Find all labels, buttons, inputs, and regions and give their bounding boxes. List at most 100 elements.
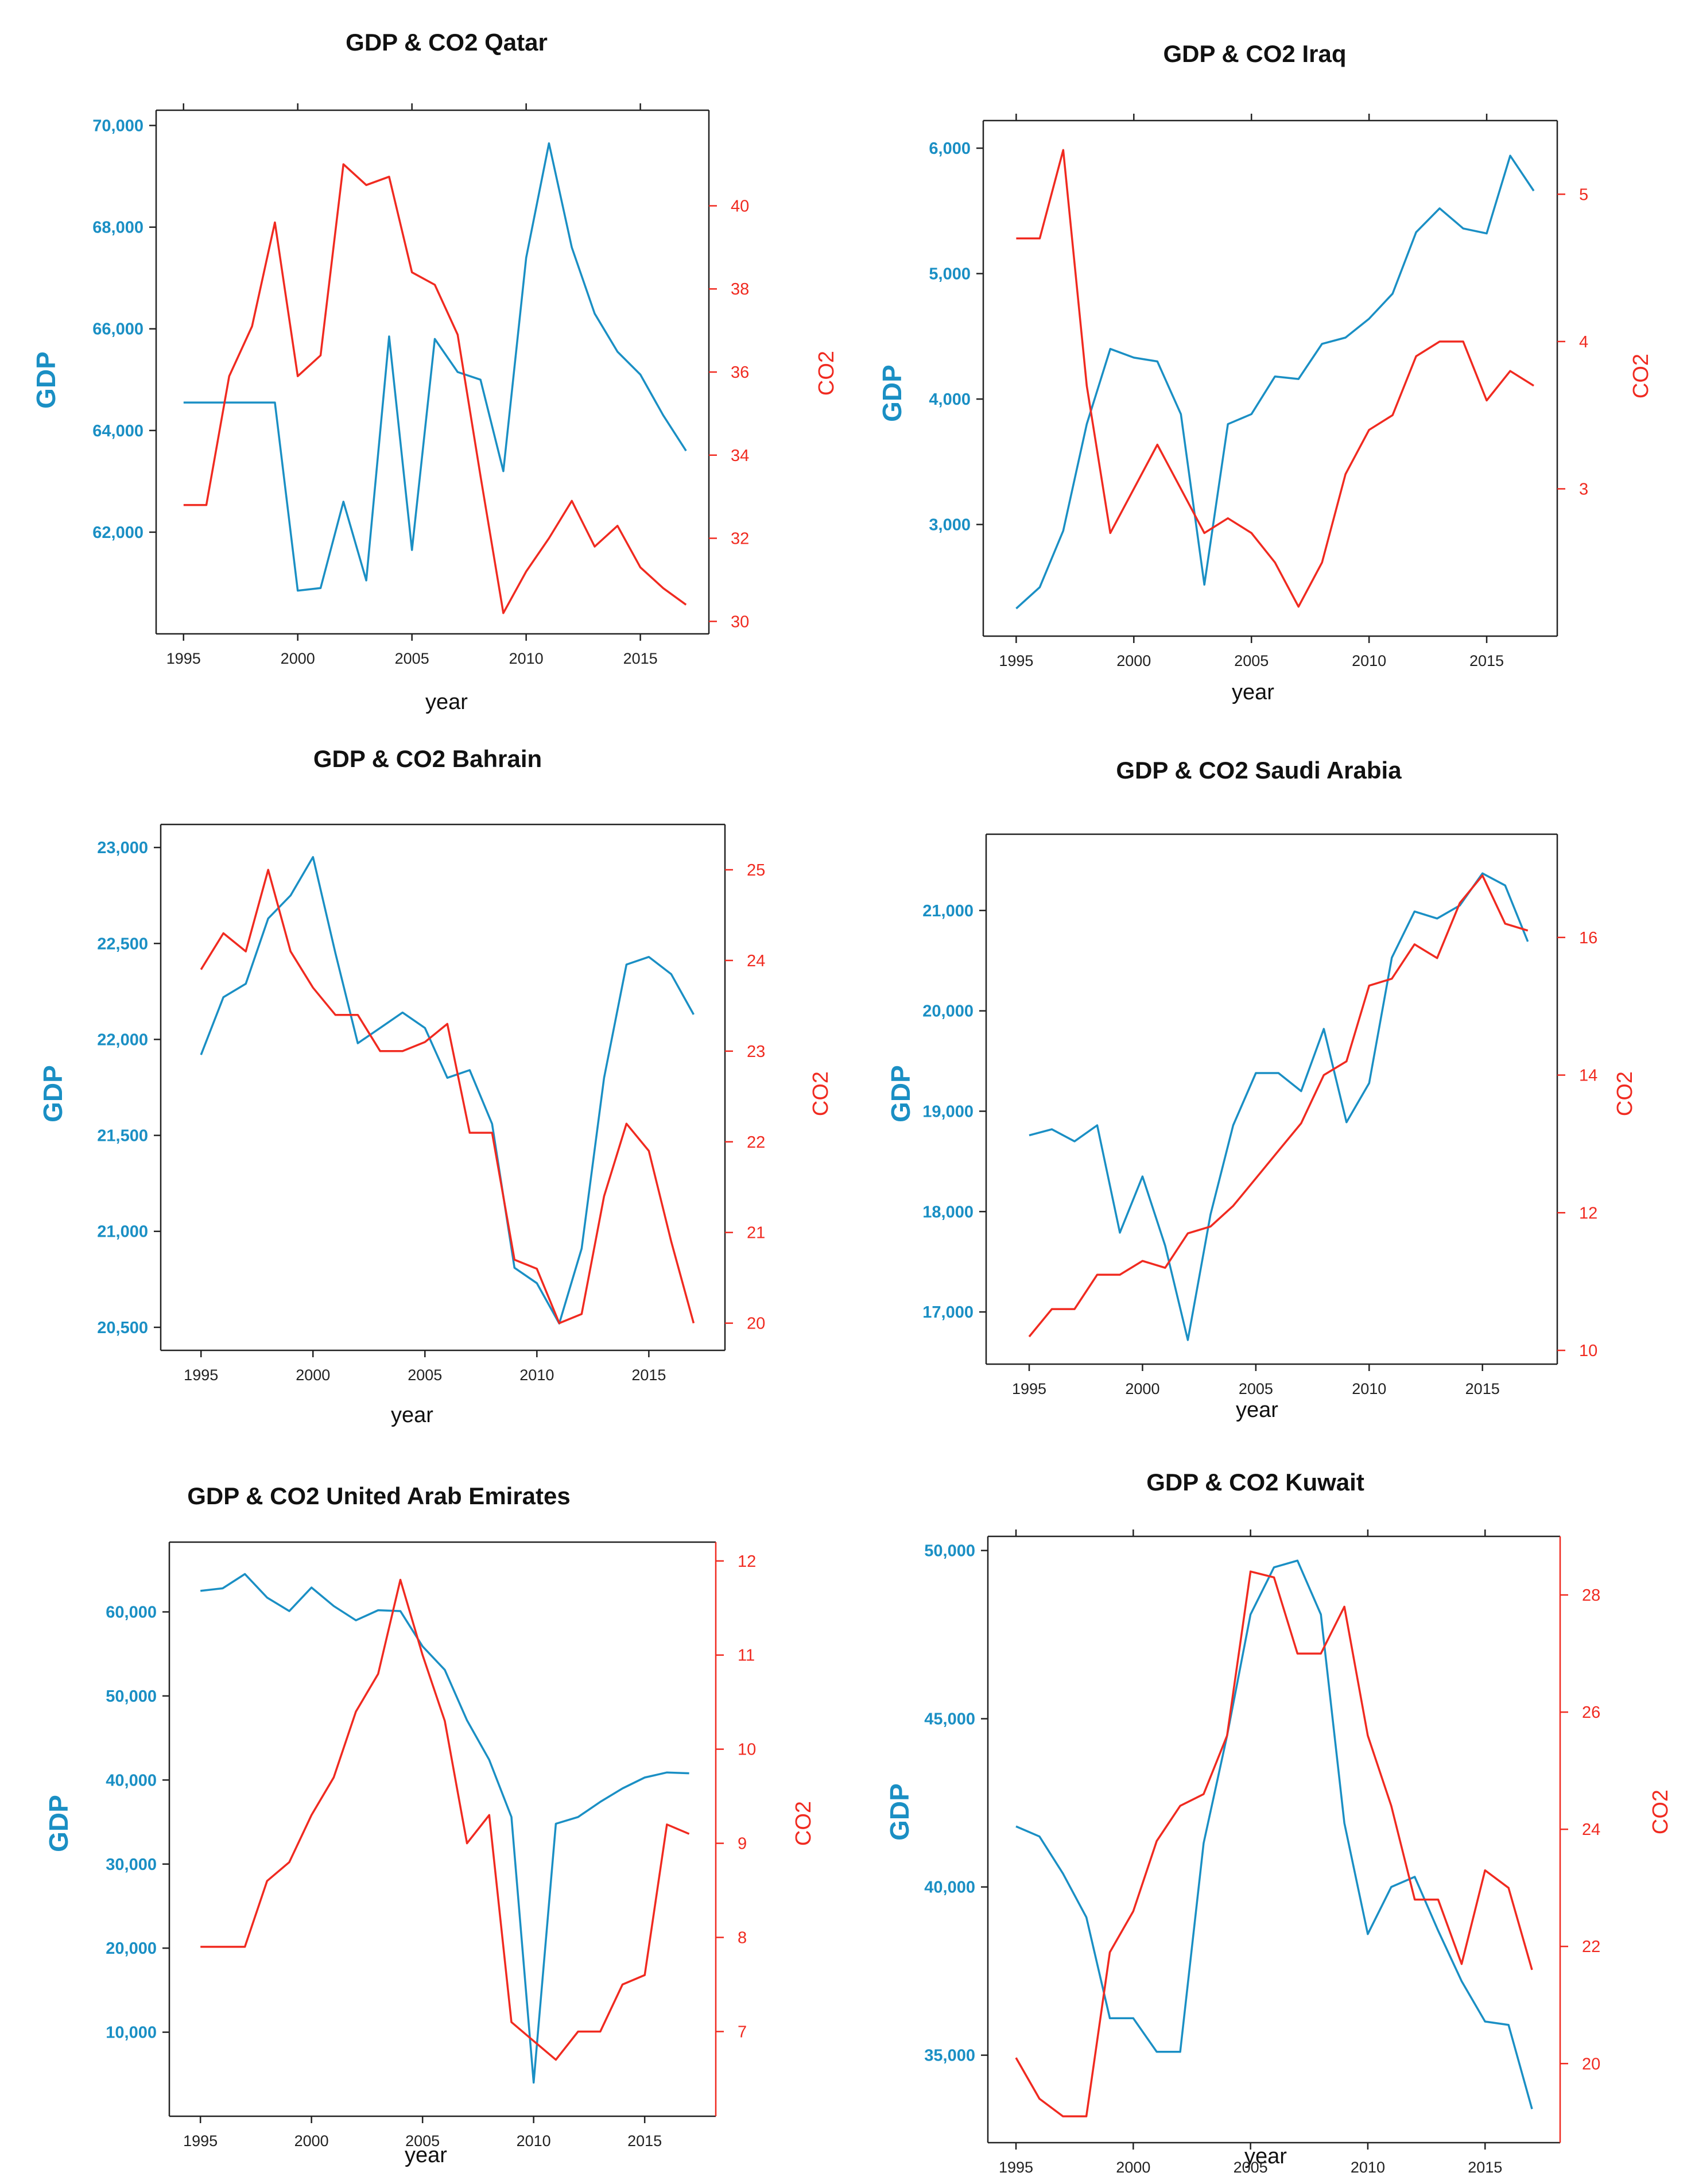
series-line-co2 [200, 1578, 690, 2061]
chart-svg-saudi-arabia: GDP & CO2 Saudi Arabia year GDP CO2 1995… [886, 757, 1637, 1422]
chart-panel-saudi-arabia: GDP & CO2 Saudi Arabia year GDP CO2 1995… [846, 728, 1691, 1456]
y-tick-label-gdp: 6,000 [929, 140, 971, 158]
y-axis-label-gdp: GDP [886, 1065, 916, 1122]
x-tick-label: 2010 [1352, 652, 1386, 669]
y-tick-label-gdp: 64,000 [92, 422, 143, 440]
y-tick-label-gdp: 30,000 [106, 1856, 157, 1874]
y-axis-label-gdp: GDP [31, 351, 61, 409]
chart-panel-kuwait: GDP & CO2 Kuwait year GDP CO2 1995 2000 20… [846, 1456, 1691, 2184]
x-tick-label: 2000 [1116, 652, 1151, 669]
x-axis-label: year [1244, 2144, 1287, 2168]
y-tick-label-gdp: 20,000 [106, 1939, 157, 1958]
y-tick-label-gdp: 21,500 [97, 1127, 148, 1145]
x-tick-label: 1995 [166, 650, 201, 667]
chart-title: GDP & CO2 Iraq [1163, 40, 1347, 67]
y-tick-label-gdp: 22,000 [97, 1031, 148, 1049]
x-tick-label: 2010 [1352, 1380, 1386, 1397]
x-axis-label: year [425, 690, 468, 714]
x-tick-label: 1995 [184, 1366, 218, 1384]
chart-panel-bahrain: GDP & CO2 Bahrain year GDP CO2 1995 2000 2… [0, 728, 846, 1456]
y-tick-label-gdp: 70,000 [92, 117, 143, 135]
x-tick-label: 2005 [1234, 2159, 1268, 2176]
x-tick-label: 1995 [999, 2159, 1033, 2176]
y2-tick-label-co2: 10 [1579, 1342, 1597, 1360]
y-tick-label-gdp: 5,000 [929, 265, 971, 284]
x-axis-label: year [1232, 680, 1274, 704]
y2-tick-label-co2: 38 [731, 280, 749, 299]
chart-title: GDP & CO2 United Arab Emirates [187, 1482, 571, 1509]
x-tick-label: 1995 [999, 652, 1033, 669]
y2-tick-label-co2: 14 [1579, 1067, 1597, 1085]
chart-title: GDP & CO2 Qatar [346, 29, 548, 56]
x-tick-label: 2005 [1239, 1380, 1273, 1397]
series-line-gdp [1015, 154, 1535, 610]
plot-area-bahrain: 1995 2000 2005 2010 2015 20,500 21,000 21,500 22… [97, 823, 765, 1384]
x-axis-label: year [405, 2143, 447, 2167]
series-line-gdp [200, 1573, 689, 2084]
y-axis-label-co2: CO2 [1649, 1790, 1673, 1834]
y-tick-label-gdp: 3,000 [929, 516, 971, 535]
x-tick-label: 2000 [1125, 1380, 1159, 1397]
y-axis-label-co2: CO2 [815, 351, 839, 396]
y-axis-label-gdp: GDP [877, 365, 907, 422]
x-tick-label: 2005 [405, 2132, 440, 2150]
y-tick-label-gdp: 45,000 [924, 1710, 975, 1729]
x-tick-label: 2010 [1351, 2159, 1385, 2176]
y-tick-label-gdp: 23,000 [97, 839, 148, 857]
y-tick-label-gdp: 4,000 [929, 390, 971, 409]
x-tick-label: 2015 [1469, 652, 1504, 669]
y2-tick-label-co2: 3 [1579, 480, 1588, 498]
chart-svg-kuwait: GDP & CO2 Kuwait year GDP CO2 1995 2000 20… [885, 1469, 1673, 2176]
y2-tick-label-co2: 32 [731, 530, 749, 548]
chart-svg-bahrain: GDP & CO2 Bahrain year GDP CO2 1995 2000 2… [38, 745, 833, 1427]
y2-tick-label-co2: 24 [1582, 1821, 1600, 1839]
y-tick-label-gdp: 62,000 [92, 524, 143, 542]
chart-panel-iraq: GDP & CO2 Iraq year GDP CO2 1995 2000 2005… [846, 0, 1691, 728]
chart-title: GDP & CO2 Saudi Arabia [1116, 757, 1402, 784]
x-tick-label: 2010 [509, 650, 544, 667]
y2-tick-label-co2: 40 [731, 197, 749, 215]
y-axis-label-co2: CO2 [1629, 354, 1653, 398]
plot-area-qatar: 1995 2000 2005 2010 2015 62,000 64,000 66,000 68… [92, 103, 749, 667]
y-tick-label-gdp: 20,500 [97, 1319, 148, 1337]
y2-tick-label-co2: 20 [747, 1315, 765, 1333]
y-axis-label-gdp: GDP [885, 1783, 914, 1841]
y2-tick-label-co2: 22 [747, 1133, 765, 1152]
y2-tick-label-co2: 12 [738, 1552, 756, 1571]
x-axis-label: year [1236, 1398, 1278, 1422]
y-tick-label-gdp: 21,000 [922, 902, 974, 920]
y2-tick-label-co2: 5 [1579, 185, 1588, 204]
series-line-co2 [1016, 149, 1534, 608]
plot-area-iraq: 1995 2000 2005 2010 2015 3,000 4,000 5,000 6,000… [929, 114, 1588, 669]
x-tick-label: 2015 [623, 650, 658, 667]
series-line-co2 [1028, 874, 1529, 1338]
plot-area-saudi-arabia: 1995 2000 2005 2010 2015 17,000 18,000 19,000 20… [922, 833, 1597, 1397]
y2-tick-label-co2: 28 [1582, 1586, 1600, 1605]
plot-area-uae: 1995 2000 2005 2010 2015 10,000 20,000 30,000 40… [106, 1541, 756, 2150]
x-tick-label: 2005 [395, 650, 429, 667]
x-tick-label: 2015 [627, 2132, 662, 2150]
series-line-gdp [200, 856, 695, 1325]
y-tick-label-gdp: 35,000 [924, 2047, 975, 2065]
x-tick-label: 2015 [1465, 1380, 1500, 1397]
x-tick-label: 2005 [408, 1366, 442, 1384]
y-tick-label-gdp: 22,500 [97, 935, 148, 953]
y-tick-label-gdp: 10,000 [106, 2024, 157, 2042]
series-line-co2 [1015, 1570, 1533, 2117]
x-tick-label: 2015 [1468, 2159, 1502, 2176]
y2-tick-label-co2: 20 [1582, 2055, 1600, 2073]
y-tick-label-gdp: 66,000 [92, 320, 143, 339]
y-tick-label-gdp: 20,000 [922, 1002, 974, 1021]
series-line-gdp [183, 142, 687, 592]
y2-tick-label-co2: 25 [747, 861, 765, 880]
y-tick-label-gdp: 19,000 [922, 1102, 974, 1121]
x-tick-label: 2000 [1116, 2159, 1150, 2176]
y2-tick-label-co2: 7 [738, 2023, 747, 2041]
y-axis-label-gdp: GDP [38, 1065, 68, 1122]
y2-tick-label-co2: 16 [1579, 929, 1597, 947]
y-tick-label-gdp: 18,000 [922, 1203, 974, 1221]
series-line-gdp [1029, 872, 1529, 1341]
x-tick-label: 2015 [631, 1366, 666, 1384]
chart-svg-qatar: GDP & CO2 Qatar year GDP CO2 1995 2000 200… [31, 29, 839, 714]
y2-tick-label-co2: 23 [747, 1043, 765, 1061]
